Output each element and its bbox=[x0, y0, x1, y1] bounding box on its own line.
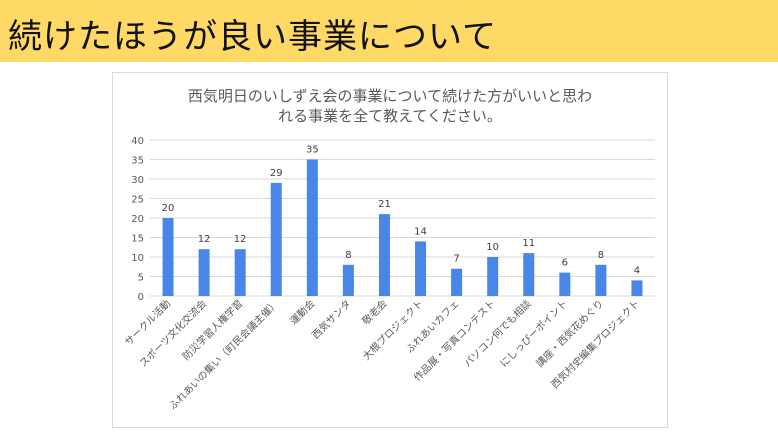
bar bbox=[378, 214, 390, 296]
chart-title-line-2: れる事業を全て教えてください。 bbox=[278, 107, 502, 125]
x-tick-label: にしっぴーポイント bbox=[498, 298, 570, 370]
bar bbox=[234, 249, 246, 296]
y-tick-label: 30 bbox=[131, 175, 144, 186]
bar bbox=[559, 272, 571, 296]
data-label: 21 bbox=[378, 199, 391, 210]
data-label: 8 bbox=[345, 250, 351, 261]
data-label: 7 bbox=[453, 254, 459, 265]
y-tick-label: 10 bbox=[131, 253, 144, 264]
data-label: 20 bbox=[162, 203, 175, 214]
bar bbox=[595, 264, 607, 296]
bar bbox=[451, 268, 463, 296]
data-label: 11 bbox=[522, 238, 535, 249]
data-label: 29 bbox=[270, 168, 283, 179]
data-label: 10 bbox=[486, 242, 499, 253]
data-label: 6 bbox=[562, 258, 568, 269]
bar bbox=[523, 253, 535, 296]
bar bbox=[162, 218, 174, 296]
y-tick-label: 5 bbox=[138, 273, 144, 284]
chart-title-line-1: 西気明日のいしずえ会の事業について続けた方がいいと思わ bbox=[187, 87, 593, 105]
data-label: 35 bbox=[306, 145, 319, 156]
slide-header: 続けたほうが良い事業について bbox=[0, 0, 778, 62]
x-tick-label: 大根プロジェクト bbox=[360, 297, 426, 363]
y-tick-label: 0 bbox=[138, 292, 144, 303]
y-tick-label: 40 bbox=[131, 136, 144, 147]
bar bbox=[270, 182, 282, 296]
data-label: 4 bbox=[634, 265, 640, 276]
x-tick-label: パソコン何でも相談 bbox=[461, 297, 534, 370]
x-tick-label: 西気サンタ bbox=[309, 297, 354, 342]
data-label: 14 bbox=[414, 226, 427, 237]
bar bbox=[342, 264, 354, 296]
data-label: 8 bbox=[598, 250, 604, 261]
bar bbox=[198, 249, 210, 296]
bar bbox=[415, 241, 427, 296]
x-tick-label: 防災学習人権学習 bbox=[180, 297, 246, 363]
x-tick-label: 運動会 bbox=[287, 297, 317, 327]
x-tick-label: スポーツ文化交流会 bbox=[137, 297, 210, 370]
y-tick-label: 25 bbox=[131, 195, 144, 206]
data-label: 12 bbox=[234, 234, 247, 245]
bar bbox=[631, 280, 643, 296]
y-tick-label: 20 bbox=[131, 214, 144, 225]
slide-title: 続けたほうが良い事業について bbox=[8, 17, 497, 57]
x-tick-label: 講座・西気花めぐり bbox=[533, 297, 606, 370]
chart-title: 西気明日のいしずえ会の事業について続けた方がいいと思わ れる事業を全て教えてくだ… bbox=[140, 86, 640, 126]
bar bbox=[487, 257, 499, 296]
bar bbox=[306, 159, 318, 296]
x-tick-label: 敬老会 bbox=[359, 297, 389, 327]
data-label: 12 bbox=[198, 234, 211, 245]
y-tick-label: 35 bbox=[131, 156, 144, 167]
y-tick-label: 15 bbox=[131, 234, 144, 245]
